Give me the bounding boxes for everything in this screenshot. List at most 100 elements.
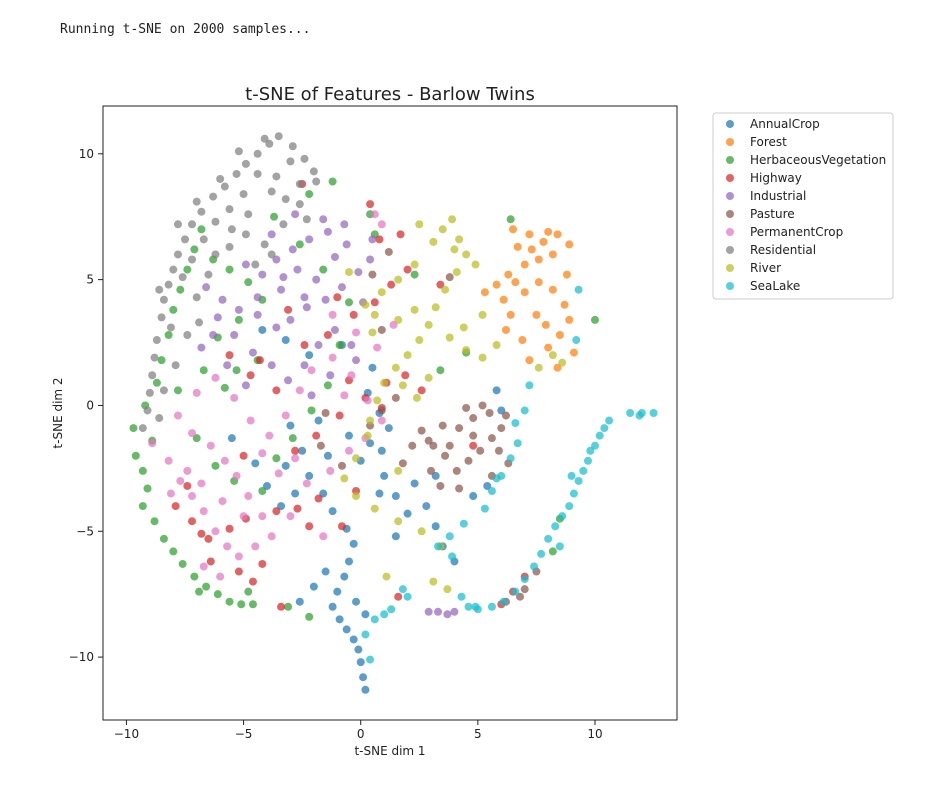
point-pasture [441, 451, 450, 460]
point-permanent-crop [347, 371, 356, 380]
point-residential [173, 250, 182, 259]
point-sea-lake [370, 615, 379, 624]
point-residential [220, 182, 229, 191]
point-industrial [277, 285, 286, 294]
point-highway [183, 481, 192, 490]
point-permanent-crop [199, 507, 208, 516]
point-sea-lake [565, 502, 574, 511]
point-highway [375, 235, 384, 244]
point-residential [288, 142, 297, 151]
chart-title: t-SNE of Features - Barlow Twins [245, 84, 535, 105]
point-highway [335, 411, 344, 420]
point-sea-lake [605, 416, 614, 425]
point-residential [169, 265, 178, 274]
point-forest [501, 325, 510, 334]
point-industrial [267, 361, 276, 370]
point-forest [527, 245, 536, 254]
point-annual-crop [251, 459, 260, 468]
point-herbaceous-vegetation [591, 315, 599, 324]
point-sea-lake [487, 487, 496, 496]
point-herbaceous-vegetation [258, 487, 267, 496]
point-herbaceous-vegetation [157, 356, 166, 365]
point-pasture [384, 247, 393, 256]
point-pasture [445, 273, 454, 282]
point-annual-crop [258, 325, 267, 334]
point-highway [291, 446, 300, 455]
point-industrial [305, 235, 314, 244]
point-highway [370, 298, 379, 307]
point-permanent-crop [377, 416, 386, 425]
point-sea-lake [626, 409, 635, 417]
point-highway [394, 592, 403, 601]
point-river [429, 237, 438, 246]
point-pasture [452, 466, 461, 475]
point-residential [234, 147, 243, 156]
point-river [455, 235, 464, 244]
point-river [431, 303, 440, 312]
point-forest [506, 310, 515, 319]
point-highway [396, 230, 405, 239]
point-herbaceous-vegetation [138, 502, 147, 511]
point-industrial [302, 303, 311, 312]
point-sea-lake [530, 562, 539, 571]
point-forest [509, 225, 517, 234]
point-sea-lake [487, 602, 496, 611]
point-permanent-crop [188, 492, 197, 501]
point-sea-lake [506, 454, 515, 463]
point-permanent-crop [251, 542, 260, 551]
point-residential [204, 270, 213, 279]
point-forest [504, 270, 513, 279]
point-river [478, 310, 487, 319]
point-sea-lake [574, 285, 583, 294]
point-herbaceous-vegetation [436, 366, 445, 375]
point-herbaceous-vegetation [199, 366, 208, 375]
point-annual-crop [345, 431, 353, 440]
point-sea-lake [511, 419, 520, 428]
point-residential [173, 220, 182, 229]
point-pasture [487, 434, 496, 443]
legend-marker-sea-lake [726, 282, 734, 290]
point-pasture [501, 411, 510, 420]
point-residential [138, 424, 147, 433]
plot-background [103, 106, 677, 720]
point-industrial [321, 295, 330, 304]
point-residential [265, 139, 274, 148]
point-river [373, 396, 382, 405]
y-tick-label: 0 [86, 398, 94, 412]
point-industrial [258, 270, 267, 279]
point-forest [544, 227, 553, 236]
point-forest [480, 288, 489, 297]
data-points [129, 132, 658, 694]
point-industrial [319, 215, 328, 224]
point-annual-crop [227, 434, 236, 443]
point-annual-crop [354, 645, 363, 654]
point-industrial [272, 323, 281, 332]
point-industrial [342, 240, 351, 249]
point-residential [211, 250, 220, 259]
point-residential [211, 217, 220, 226]
point-river [448, 215, 457, 224]
point-pasture [469, 414, 478, 423]
point-permanent-crop [328, 310, 337, 319]
point-annual-crop [349, 635, 358, 644]
point-residential [244, 210, 253, 219]
point-river [424, 373, 433, 382]
point-river [452, 268, 461, 277]
point-residential [192, 197, 201, 206]
point-herbaceous-vegetation [190, 572, 199, 581]
point-pasture [337, 461, 346, 470]
point-river [410, 305, 419, 314]
point-annual-crop [380, 471, 389, 480]
point-residential [171, 361, 180, 370]
point-annual-crop [277, 502, 286, 511]
point-permanent-crop [197, 479, 206, 488]
x-tick-label: −5 [235, 727, 253, 741]
legend-label-sea-lake: SeaLake [750, 279, 800, 293]
point-residential [199, 235, 208, 244]
point-herbaceous-vegetation [410, 270, 419, 279]
point-river [438, 225, 447, 234]
point-river [394, 275, 403, 284]
point-herbaceous-vegetation [190, 245, 199, 254]
point-forest [534, 278, 543, 287]
point-permanent-crop [345, 446, 353, 455]
